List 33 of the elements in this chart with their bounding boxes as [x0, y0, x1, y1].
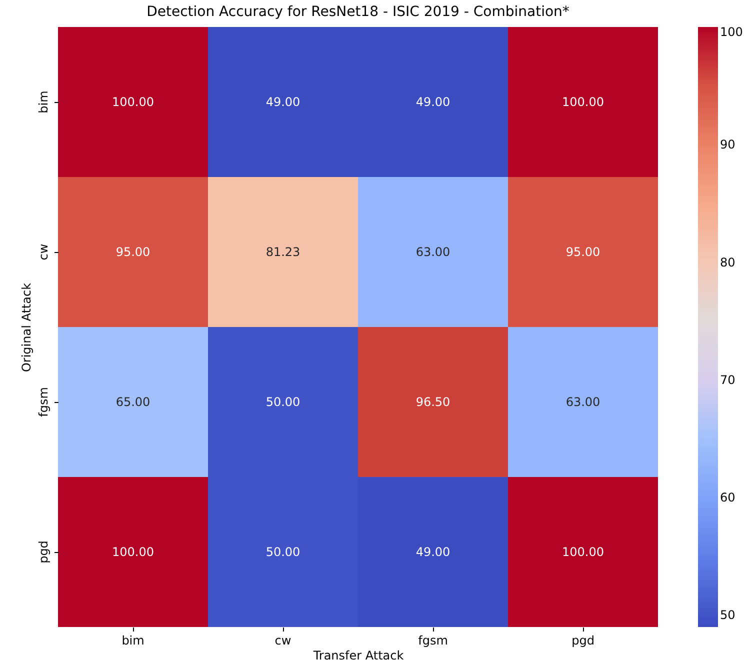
data-label: 100.00 — [562, 545, 604, 559]
color-bar-label: 100 — [720, 25, 743, 39]
data-label: 65.00 — [116, 395, 150, 409]
data-label: 100.00 — [112, 95, 154, 109]
y-tick-label: bim — [36, 90, 50, 114]
data-label: 50.00 — [266, 545, 300, 559]
x-tick-label: cw — [274, 634, 292, 648]
data-label: 49.00 — [416, 95, 450, 109]
y-axis-title: Original Attack — [20, 282, 34, 372]
color-bar-label: 80 — [720, 255, 736, 270]
data-label: 95.00 — [116, 245, 150, 259]
y-tick-label: fgsm — [36, 387, 50, 417]
x-tick-label: fgsm — [418, 634, 448, 648]
chart-title: Detection Accuracy for ResNet18 - ISIC 2019 - Combination* — [146, 4, 570, 20]
color-bar-label: 50 — [720, 608, 736, 622]
x-tick-label: bim — [122, 634, 144, 648]
data-label: 63.00 — [566, 395, 600, 409]
data-label: 50.00 — [266, 395, 300, 409]
data-label: 95.00 — [566, 245, 600, 259]
y-tick-label: pgd — [36, 540, 50, 564]
data-label: 100.00 — [112, 545, 154, 559]
data-label: 96.50 — [416, 395, 450, 409]
data-label: 49.00 — [416, 545, 450, 559]
data-label: 63.00 — [416, 245, 450, 259]
color-bar-label: 70 — [720, 372, 736, 387]
color-bar-label: 60 — [720, 490, 736, 505]
x-tick-label: pgd — [572, 634, 594, 648]
y-tick-label: cw — [36, 244, 50, 260]
x-axis-title: Transfer Attack — [312, 648, 404, 662]
data-label: 81.23 — [266, 245, 300, 259]
color-bar-label: 90 — [720, 138, 736, 152]
data-label: 100.00 — [562, 95, 604, 109]
data-label: 49.00 — [266, 95, 300, 109]
